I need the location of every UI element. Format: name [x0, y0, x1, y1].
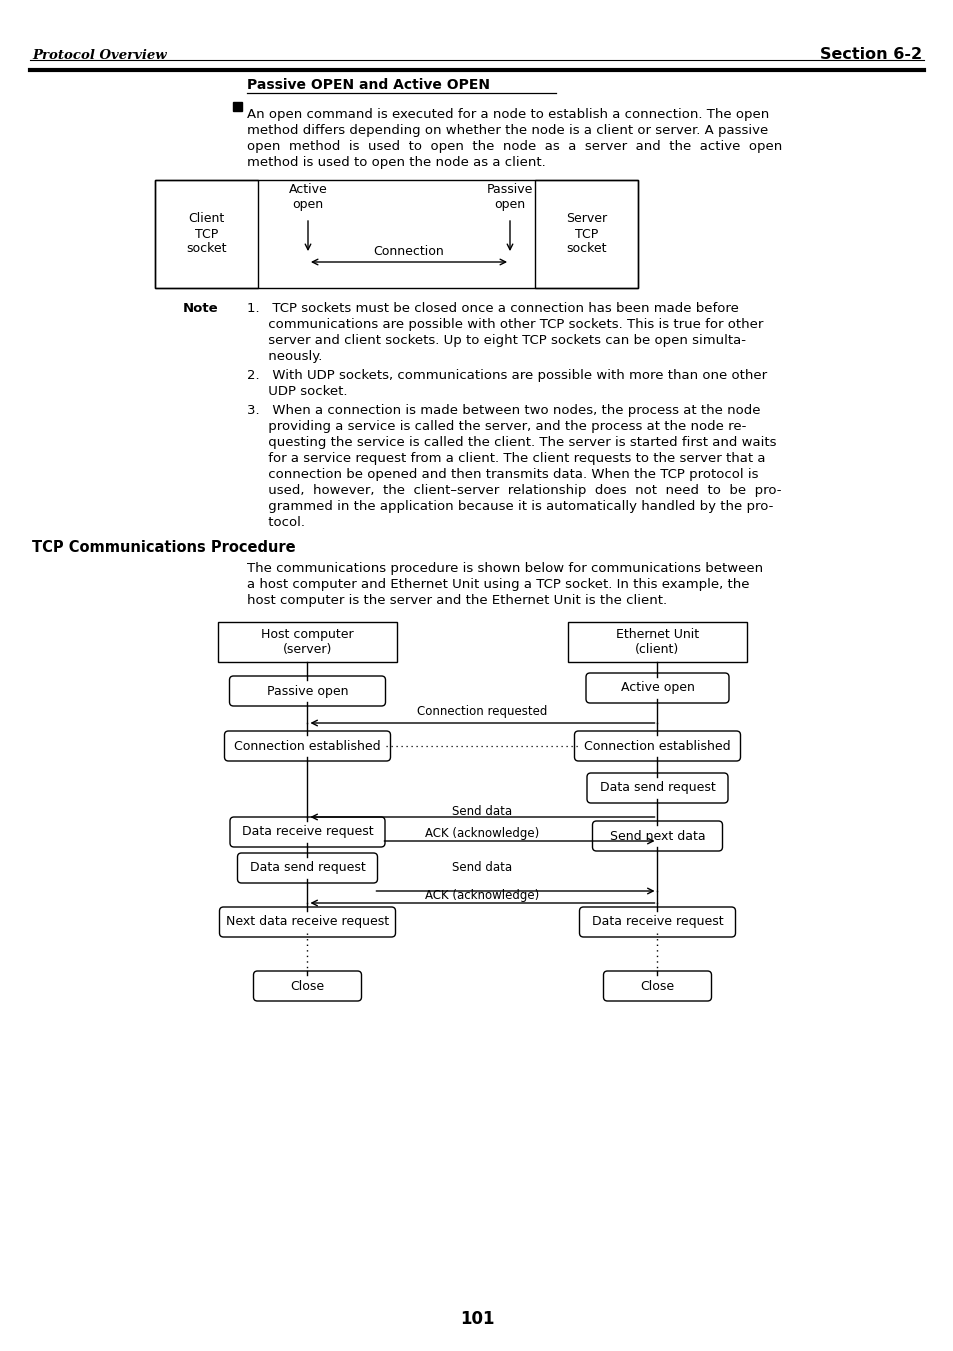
Text: Passive
open: Passive open — [486, 182, 533, 211]
Text: TCP Communications Procedure: TCP Communications Procedure — [32, 540, 295, 555]
Text: grammed in the application because it is automatically handled by the pro-: grammed in the application because it is… — [247, 500, 773, 513]
Text: 2.   With UDP sockets, communications are possible with more than one other: 2. With UDP sockets, communications are … — [247, 369, 766, 382]
Text: Note: Note — [183, 303, 218, 315]
Text: Connection requested: Connection requested — [416, 705, 547, 717]
Text: Send data: Send data — [452, 805, 512, 817]
Text: for a service request from a client. The client requests to the server that a: for a service request from a client. The… — [247, 453, 764, 465]
Text: Connection established: Connection established — [233, 739, 380, 753]
Text: 3.   When a connection is made between two nodes, the process at the node: 3. When a connection is made between two… — [247, 404, 760, 417]
Text: neously.: neously. — [247, 350, 322, 363]
Text: Active open: Active open — [619, 681, 694, 694]
Text: ACK (acknowledge): ACK (acknowledge) — [425, 827, 539, 840]
Bar — [233, 101, 242, 111]
Text: Active
open: Active open — [289, 182, 327, 211]
Text: Send next data: Send next data — [609, 830, 704, 843]
FancyBboxPatch shape — [603, 971, 711, 1001]
Text: questing the service is called the client. The server is started first and waits: questing the service is called the clien… — [247, 436, 776, 449]
Text: communications are possible with other TCP sockets. This is true for other: communications are possible with other T… — [247, 317, 762, 331]
Text: The communications procedure is shown below for communications between: The communications procedure is shown be… — [247, 562, 762, 576]
Text: Connection established: Connection established — [583, 739, 730, 753]
Text: Data receive request: Data receive request — [591, 916, 722, 928]
Text: Host computer
(server): Host computer (server) — [261, 628, 354, 657]
Text: method differs depending on whether the node is a client or server. A passive: method differs depending on whether the … — [247, 124, 767, 136]
Text: 101: 101 — [459, 1310, 494, 1328]
Text: Data receive request: Data receive request — [241, 825, 373, 839]
FancyBboxPatch shape — [230, 817, 385, 847]
Text: Passive OPEN and Active OPEN: Passive OPEN and Active OPEN — [247, 78, 490, 92]
Bar — [535, 180, 638, 288]
Text: 1.   TCP sockets must be closed once a connection has been made before: 1. TCP sockets must be closed once a con… — [247, 303, 739, 315]
FancyBboxPatch shape — [219, 907, 395, 938]
FancyBboxPatch shape — [586, 773, 727, 802]
Text: Client
TCP
socket: Client TCP socket — [186, 212, 227, 255]
FancyBboxPatch shape — [574, 731, 740, 761]
Text: UDP socket.: UDP socket. — [247, 385, 347, 399]
Text: Protocol Overview: Protocol Overview — [32, 49, 167, 62]
FancyBboxPatch shape — [230, 676, 385, 707]
Text: ACK (acknowledge): ACK (acknowledge) — [425, 889, 539, 902]
Text: Ethernet Unit
(client): Ethernet Unit (client) — [616, 628, 699, 657]
Text: Next data receive request: Next data receive request — [226, 916, 389, 928]
Text: host computer is the server and the Ethernet Unit is the client.: host computer is the server and the Ethe… — [247, 594, 666, 607]
Text: method is used to open the node as a client.: method is used to open the node as a cli… — [247, 155, 545, 169]
Text: Close: Close — [639, 979, 674, 993]
Bar — [567, 621, 746, 662]
Text: Passive open: Passive open — [267, 685, 348, 697]
Bar — [154, 180, 257, 288]
Text: Server
TCP
socket: Server TCP socket — [565, 212, 606, 255]
Text: tocol.: tocol. — [247, 516, 305, 530]
Bar — [154, 180, 638, 288]
FancyBboxPatch shape — [224, 731, 390, 761]
Text: Section 6-2: Section 6-2 — [819, 47, 921, 62]
Text: providing a service is called the server, and the process at the node re-: providing a service is called the server… — [247, 420, 745, 434]
Text: Connection: Connection — [374, 245, 444, 258]
Text: server and client sockets. Up to eight TCP sockets can be open simulta-: server and client sockets. Up to eight T… — [247, 334, 745, 347]
Text: Data send request: Data send request — [250, 862, 365, 874]
FancyBboxPatch shape — [578, 907, 735, 938]
FancyBboxPatch shape — [585, 673, 728, 703]
Text: Data send request: Data send request — [599, 781, 715, 794]
FancyBboxPatch shape — [237, 852, 377, 884]
FancyBboxPatch shape — [253, 971, 361, 1001]
Text: An open command is executed for a node to establish a connection. The open: An open command is executed for a node t… — [247, 108, 768, 122]
FancyBboxPatch shape — [592, 821, 721, 851]
Text: open  method  is  used  to  open  the  node  as  a  server  and  the  active  op: open method is used to open the node as … — [247, 141, 781, 153]
Text: used,  however,  the  client–server  relationship  does  not  need  to  be  pro-: used, however, the client–server relatio… — [247, 484, 781, 497]
Text: Send data: Send data — [452, 861, 512, 874]
Text: Close: Close — [290, 979, 324, 993]
Bar — [218, 621, 396, 662]
Text: connection be opened and then transmits data. When the TCP protocol is: connection be opened and then transmits … — [247, 467, 758, 481]
Text: a host computer and Ethernet Unit using a TCP socket. In this example, the: a host computer and Ethernet Unit using … — [247, 578, 749, 590]
